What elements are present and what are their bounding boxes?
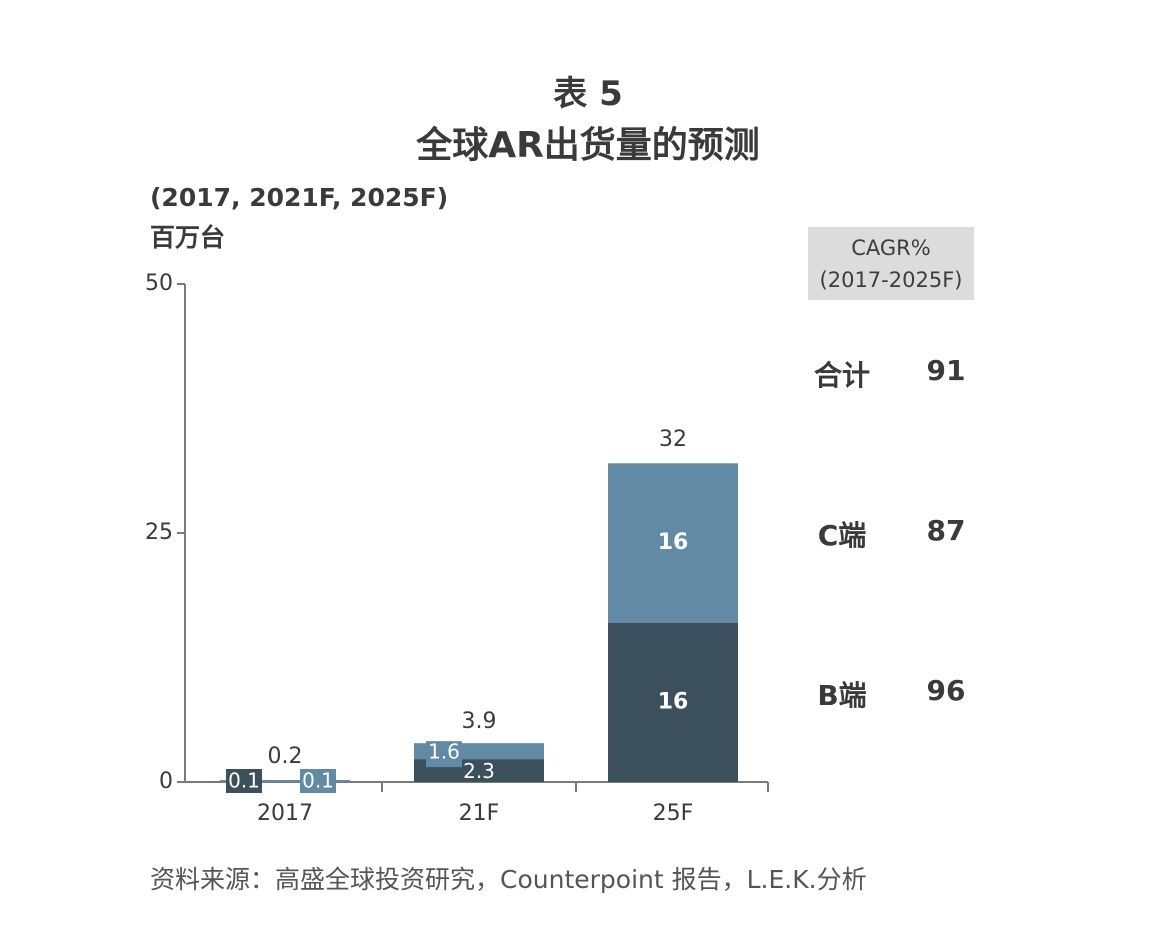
chart-subtitle-years: (2017, 2021F, 2025F) — [150, 183, 449, 212]
cagr-label: B端 — [817, 679, 867, 712]
cagr-value: 96 — [926, 674, 966, 707]
chart-title: 全球AR出货量的预测 — [416, 125, 760, 166]
bar-segment-b — [608, 622, 738, 782]
bar-total-label: 32 — [659, 427, 687, 452]
x-tick-label: 2017 — [257, 801, 313, 826]
y-tick-label: 0 — [159, 769, 173, 794]
cagr-value: 87 — [926, 514, 966, 547]
x-tick-label: 21F — [459, 801, 500, 826]
bar-value-label: 1.6 — [428, 740, 460, 764]
bar-value-label: 2.3 — [463, 759, 495, 783]
label-box-c — [426, 741, 462, 768]
label-box-c — [300, 769, 336, 793]
bar-value-label: 16 — [658, 689, 689, 714]
cagr-header-title: CAGR% — [851, 235, 931, 260]
bar-value-label: 0.1 — [228, 769, 260, 793]
chart-title-number: 表 5 — [553, 74, 623, 114]
cagr-row-total: 合计 91 — [800, 354, 980, 394]
bar-value-label: 0.1 — [302, 769, 334, 793]
y-tick-label: 25 — [145, 520, 173, 545]
cagr-label: 合计 — [813, 359, 870, 392]
cagr-value: 91 — [926, 354, 966, 387]
cagr-header: CAGR% (2017-2025F) — [808, 227, 974, 300]
cagr-row-consumer: C端 87 — [800, 514, 980, 554]
bar-total-label: 0.2 — [268, 744, 303, 769]
cagr-header-period: (2017-2025F) — [819, 267, 963, 292]
bar-total-label: 3.9 — [462, 709, 497, 734]
x-tick-label: 25F — [653, 801, 694, 826]
cagr-label: C端 — [817, 519, 867, 552]
cagr-row-business: B端 96 — [800, 674, 980, 714]
label-box-b — [226, 769, 262, 793]
source-note: 资料来源：高盛全球投资研究，Counterpoint 报告，L.E.K.分析 — [150, 865, 867, 894]
chart-unit-label: 百万台 — [150, 223, 226, 252]
bar-value-label: 16 — [658, 530, 689, 555]
bar-segment-tiny — [220, 780, 350, 782]
y-tick-label: 50 — [145, 271, 173, 296]
bar-segment-c — [608, 463, 738, 623]
